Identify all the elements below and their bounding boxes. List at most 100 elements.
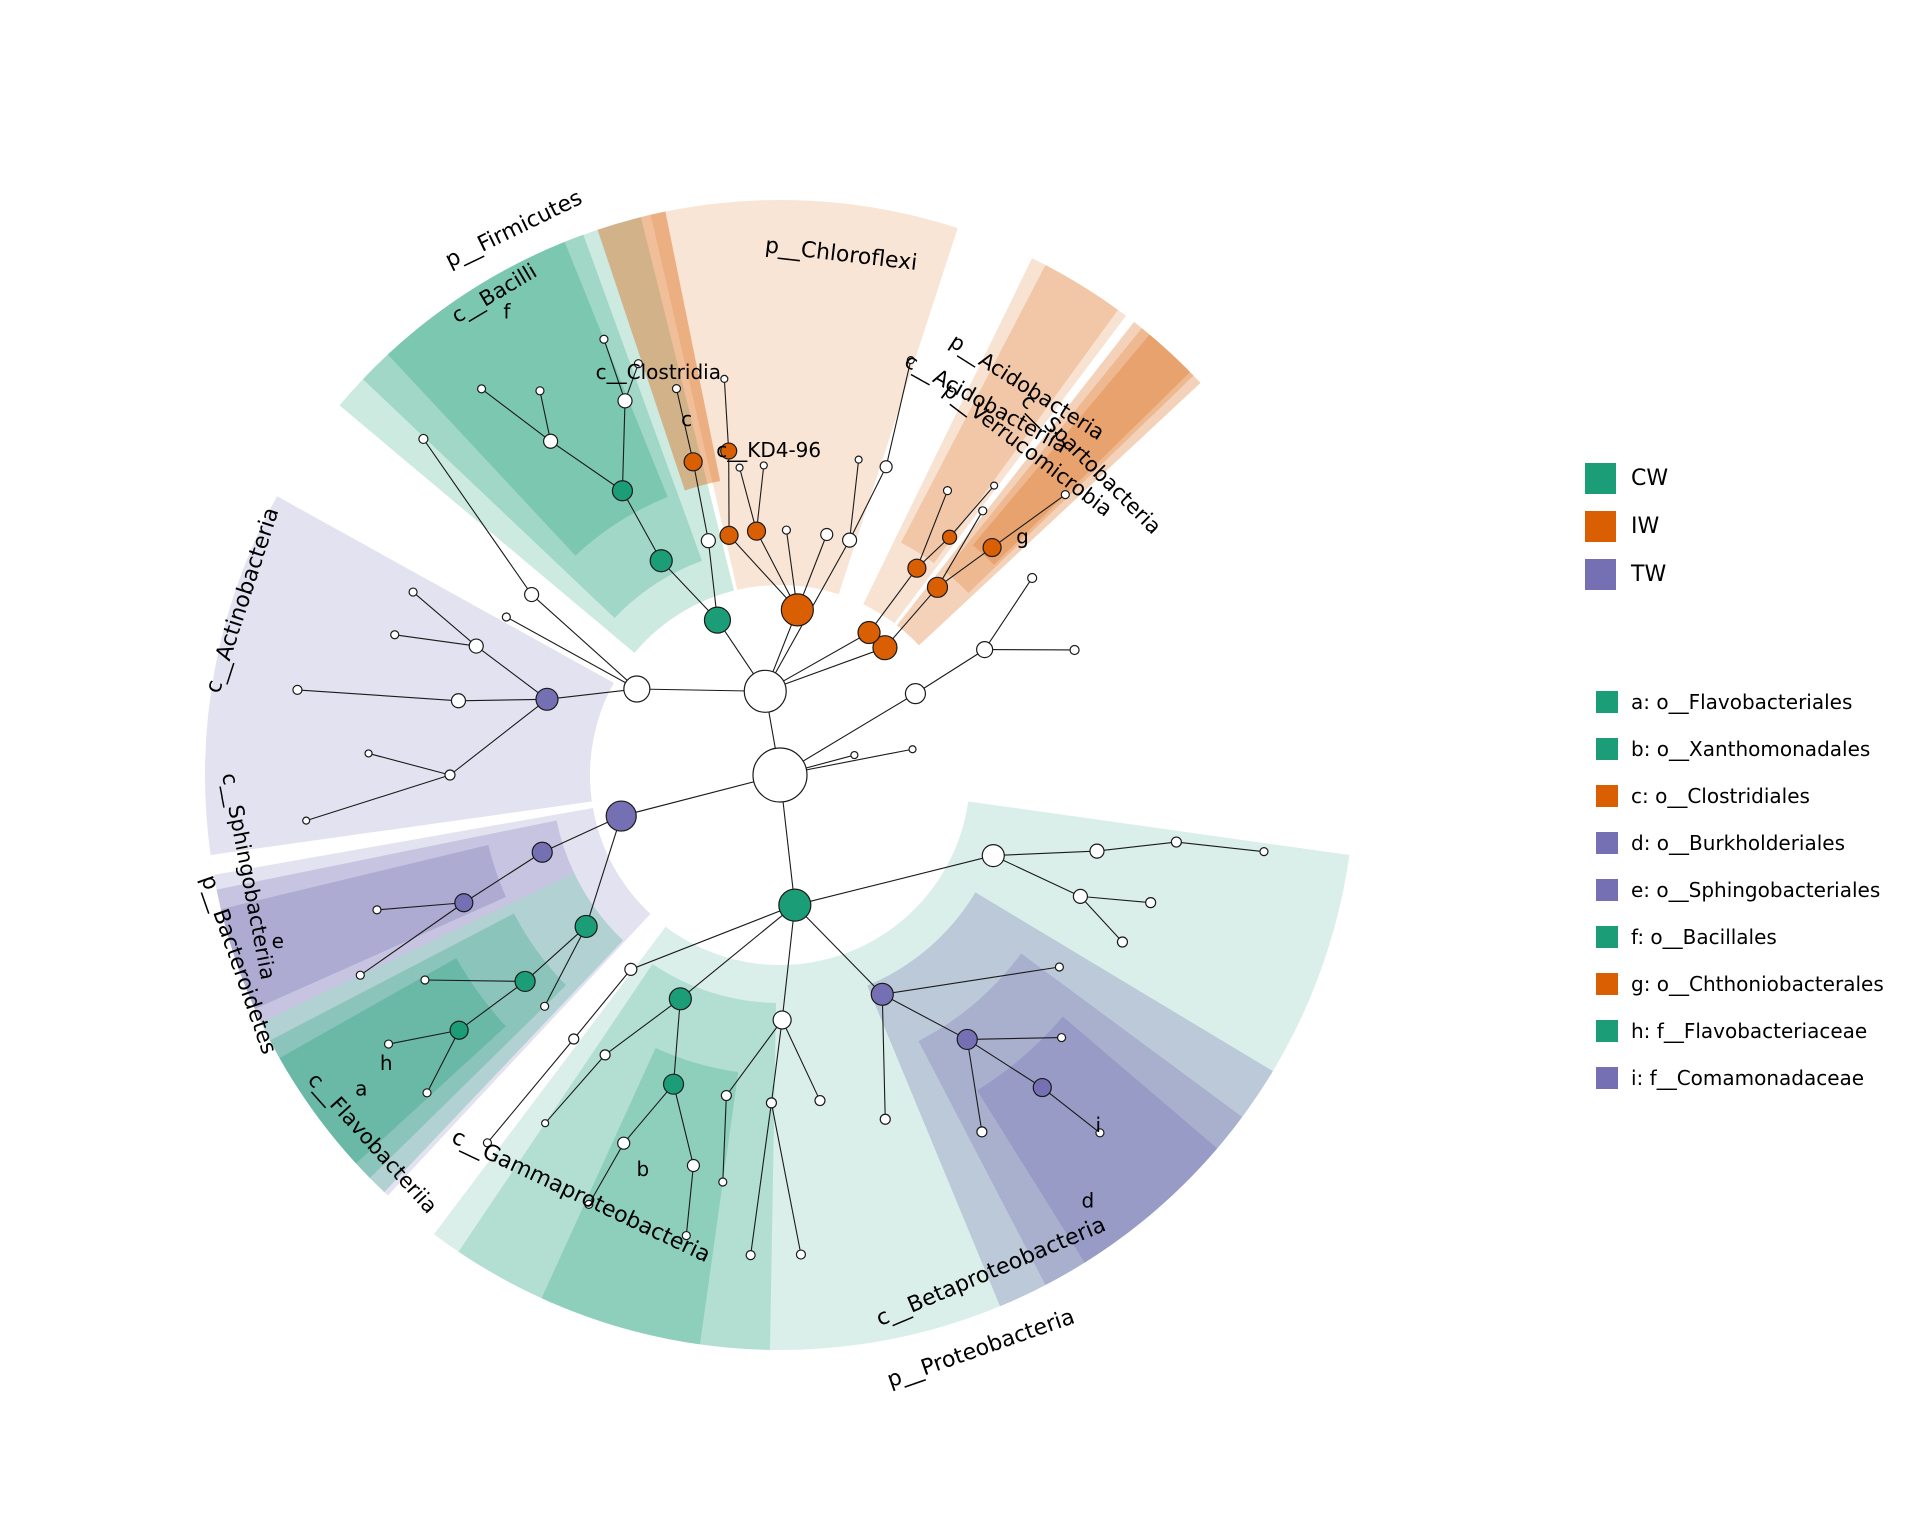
node-bf1 <box>617 393 633 409</box>
taxon-b-label: b: o__Xanthomonadales <box>1631 737 1871 761</box>
node-mid_b1 <box>745 1250 756 1261</box>
taxon-f-label: f: o__Bacillales <box>1631 925 1777 949</box>
taxon-label: c__KD4-96 <box>716 438 821 462</box>
wedge-o__Xanthomonadales <box>541 1047 739 1345</box>
branch <box>739 467 758 532</box>
node-gam_o2a <box>541 1119 550 1128</box>
branch <box>725 1019 783 1096</box>
node-inner <box>743 669 787 713</box>
taxon-g-label: g: o__Chthoniobacterales <box>1631 972 1884 996</box>
node-gam_o2 <box>599 1049 611 1061</box>
branch <box>376 902 464 911</box>
branch <box>621 400 626 491</box>
node-acid_l <box>942 486 953 496</box>
node-sphi_l2 <box>355 970 365 980</box>
branch <box>937 510 984 588</box>
branch <box>539 390 552 442</box>
taxon-f-swatch <box>1596 926 1618 948</box>
branch <box>424 979 526 982</box>
branch <box>750 1102 772 1256</box>
wedge-c__Flavobacteriia <box>261 873 624 1193</box>
cw-swatch <box>1585 463 1616 494</box>
node-xf2a <box>681 1230 691 1241</box>
legend-item-h: h: f__Flavobacteriaceae <box>1596 1019 1884 1043</box>
branch <box>794 855 994 906</box>
wedge-o__Chthoniobacterales <box>972 334 1191 565</box>
tw-label: TW <box>1631 562 1667 587</box>
branch <box>723 378 730 452</box>
node-pRb <box>1072 888 1089 904</box>
node-kd_l <box>720 374 729 383</box>
taxon-e-label: e: o__Sphingobacteriales <box>1631 878 1881 902</box>
branch <box>506 616 638 690</box>
node-p__Firmicutes <box>703 606 732 634</box>
node-bf1a <box>599 334 609 344</box>
branch <box>604 998 681 1056</box>
node-c2a <box>759 461 768 470</box>
node-flav_l1 <box>383 1039 394 1049</box>
branch <box>770 1102 802 1255</box>
node-c2b <box>735 463 744 472</box>
node-chth_l <box>1060 490 1070 500</box>
branch <box>966 1039 983 1132</box>
node-c__Acidobacteriia <box>907 558 927 578</box>
branch <box>722 1095 727 1183</box>
node-p__Verrucomicrobia <box>872 635 898 661</box>
branch <box>1096 841 1177 852</box>
branch <box>481 388 551 442</box>
node-p__Proteobacteria <box>778 888 812 922</box>
node-rt2 <box>908 745 917 754</box>
taxon-e-swatch <box>1596 879 1618 901</box>
wedge-p__Verrucomicrobia <box>896 321 1201 646</box>
branch <box>588 1142 625 1205</box>
node-bf2 <box>543 433 559 449</box>
node-mid_c <box>814 1094 826 1107</box>
wedge-f__Flavobacteriaceae <box>279 958 506 1164</box>
taxon-h-swatch <box>1596 1020 1618 1042</box>
node-rc1b <box>1069 644 1080 656</box>
branch <box>426 1029 460 1094</box>
branch <box>585 815 622 927</box>
branch <box>394 634 477 647</box>
node-f__Flavobacteriaceae <box>449 1020 469 1040</box>
legend-item-c: c: o__Clostridiales <box>1596 784 1884 808</box>
legend-item-d: d: o__Burkholderiales <box>1596 831 1884 855</box>
node-o__Xanthomonadales <box>662 1073 685 1095</box>
branch <box>915 649 985 695</box>
wedge-c__Sphingobacteriia <box>216 820 575 1023</box>
node-mid_a <box>720 1089 732 1102</box>
taxon-h-label: h: f__Flavobacteriaceae <box>1631 1019 1868 1043</box>
taxon-i-swatch <box>1596 1067 1618 1089</box>
branch <box>531 594 638 690</box>
branch <box>916 490 948 569</box>
taxon-label: c <box>681 407 692 431</box>
taxon-i-label: i: f__Comamonadaceae <box>1631 1066 1865 1090</box>
branch <box>680 904 796 1000</box>
node-w145a <box>418 433 429 445</box>
branch <box>603 339 626 402</box>
branch <box>991 494 1066 548</box>
branch <box>672 998 681 1085</box>
taxon-c-label: c: o__Clostridiales <box>1631 784 1810 808</box>
wedge-o__Sphingobacteriales <box>220 845 506 1009</box>
branch <box>621 490 662 561</box>
wedge-c__Spartobacteria <box>944 328 1194 593</box>
branch <box>660 560 718 621</box>
taxon-label: i <box>1096 1113 1102 1137</box>
iw-swatch <box>1585 511 1616 542</box>
branch <box>993 850 1098 857</box>
node-prl2 <box>482 1138 493 1148</box>
legend-item-a: a: o__Flavobacteriales <box>1596 690 1884 714</box>
branch <box>755 465 765 532</box>
branch <box>885 360 912 467</box>
node-o__Sphingobacteriales <box>454 893 474 913</box>
node-chlo_c1 <box>719 525 739 545</box>
node-rc <box>904 683 927 705</box>
branch <box>675 388 694 462</box>
node-pRb1 <box>1145 897 1157 909</box>
cw-label: CW <box>1631 466 1669 491</box>
branch <box>412 591 477 647</box>
node-w73a <box>879 460 893 474</box>
node-w145b <box>501 612 511 622</box>
